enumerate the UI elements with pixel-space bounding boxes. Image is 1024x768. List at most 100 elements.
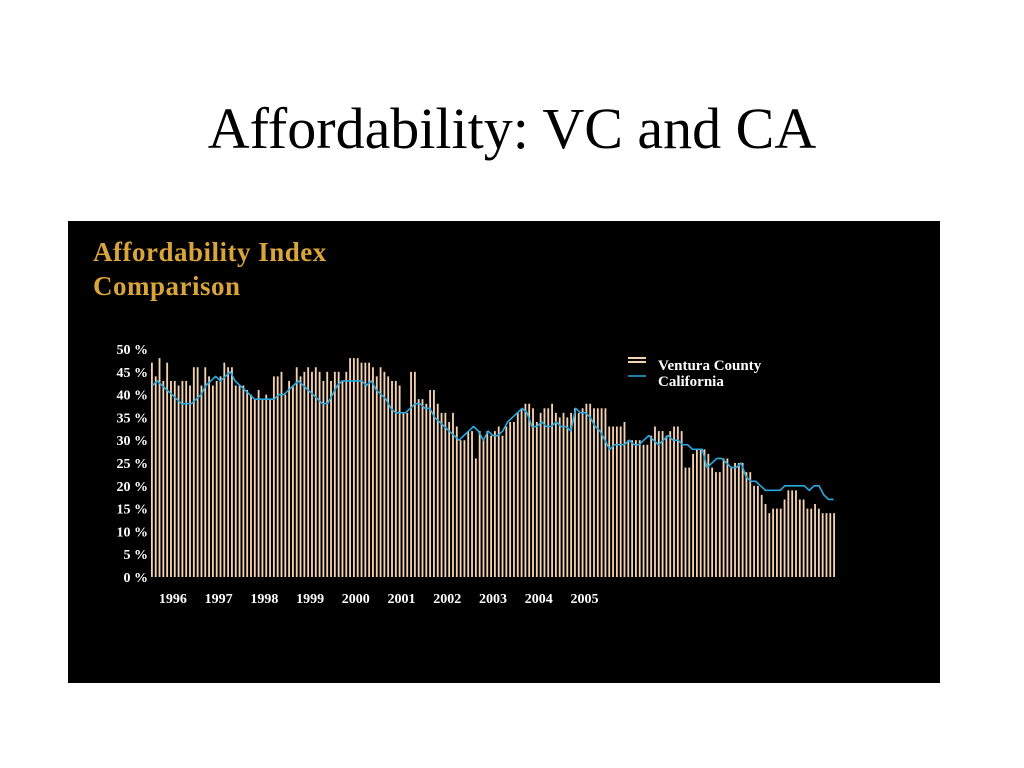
ventura-county-bar bbox=[581, 408, 584, 577]
ventura-county-bar bbox=[608, 426, 611, 577]
chart-title: Affordability Index Comparison bbox=[93, 235, 327, 303]
ventura-county-bar bbox=[718, 472, 721, 577]
ventura-county-bar bbox=[322, 380, 325, 577]
ventura-county-bar bbox=[337, 371, 340, 577]
ventura-county-bar bbox=[528, 403, 531, 577]
ventura-county-bar bbox=[619, 426, 622, 577]
ventura-county-bar bbox=[768, 513, 771, 577]
ventura-county-bar bbox=[558, 417, 561, 577]
ventura-county-bar bbox=[394, 380, 397, 577]
ventura-county-bar bbox=[554, 412, 557, 577]
ventura-county-bar bbox=[444, 412, 447, 577]
x-tick-label: 2005 bbox=[570, 592, 598, 607]
ventura-county-bar bbox=[185, 380, 188, 577]
ventura-county-bar bbox=[177, 385, 180, 577]
ventura-county-bar bbox=[295, 367, 298, 577]
ventura-county-bar bbox=[318, 371, 321, 577]
ventura-county-bar bbox=[253, 399, 256, 577]
ventura-county-bar bbox=[162, 380, 165, 577]
ventura-county-bar bbox=[695, 449, 698, 577]
ventura-county-bar bbox=[547, 408, 550, 577]
ventura-county-bar bbox=[566, 417, 569, 577]
ventura-county-bar bbox=[387, 376, 390, 577]
ventura-county-bar bbox=[715, 472, 717, 577]
ventura-county-bar bbox=[638, 440, 641, 577]
ventura-county-bar bbox=[745, 472, 748, 577]
ventura-county-bar bbox=[154, 376, 157, 577]
ventura-county-bar bbox=[211, 385, 214, 577]
ventura-county-bar bbox=[421, 399, 424, 577]
ventura-county-bar bbox=[311, 371, 313, 577]
ventura-county-bar bbox=[463, 440, 466, 577]
ventura-county-bar bbox=[170, 380, 172, 577]
ventura-county-bar bbox=[661, 431, 664, 577]
ventura-county-bar bbox=[452, 412, 454, 577]
ventura-county-bar bbox=[577, 412, 580, 577]
ventura-county-bar bbox=[699, 449, 702, 577]
chart-title-line-1: Affordability Index bbox=[93, 237, 327, 267]
ventura-county-bar bbox=[330, 380, 332, 577]
x-tick-label: 1997 bbox=[205, 592, 233, 607]
ventura-county-bar bbox=[665, 435, 668, 577]
ventura-county-bar bbox=[173, 380, 176, 577]
ventura-county-bar bbox=[532, 408, 534, 577]
ventura-county-bar bbox=[711, 467, 714, 577]
ventura-county-bar bbox=[524, 403, 527, 577]
ventura-county-bar bbox=[219, 376, 222, 577]
ventura-county-bar bbox=[570, 412, 573, 577]
ventura-county-bar bbox=[612, 426, 614, 577]
ventura-county-bar bbox=[509, 421, 512, 577]
ventura-county-bar bbox=[265, 394, 268, 577]
ventura-county-bar bbox=[417, 399, 420, 577]
ventura-county-bar bbox=[795, 490, 797, 577]
ventura-county-bar bbox=[307, 367, 310, 577]
ventura-county-bar bbox=[200, 385, 203, 577]
ventura-county-bar bbox=[676, 426, 679, 577]
ventura-county-bar bbox=[680, 431, 683, 577]
ventura-county-bar bbox=[352, 358, 355, 577]
ventura-county-bar bbox=[349, 358, 351, 577]
ventura-county-bar bbox=[817, 508, 820, 577]
y-tick-label: 10 % bbox=[117, 525, 149, 540]
ventura-county-bar bbox=[772, 508, 775, 577]
ventura-county-bar bbox=[703, 449, 706, 577]
ventura-county-bar bbox=[756, 485, 759, 577]
ventura-county-bar bbox=[425, 403, 428, 577]
ventura-county-bar bbox=[833, 513, 836, 577]
x-tick-label: 1998 bbox=[250, 592, 278, 607]
ventura-county-bar bbox=[505, 426, 508, 577]
ventura-county-bar bbox=[737, 463, 740, 577]
ventura-county-bar bbox=[798, 499, 801, 577]
ventura-county-bar bbox=[810, 508, 813, 577]
ventura-county-bar bbox=[585, 403, 588, 577]
y-tick-label: 20 % bbox=[117, 480, 149, 495]
legend-ventura-swatch bbox=[628, 357, 646, 359]
y-tick-label: 45 % bbox=[117, 366, 149, 381]
ventura-county-bar bbox=[406, 412, 409, 577]
ventura-county-bar bbox=[486, 431, 489, 577]
ventura-county-bar bbox=[429, 390, 432, 577]
ventura-county-bar bbox=[600, 408, 603, 577]
x-axis-ticks: 1996 1997 1998 1999 2000 2001 2002 2003 2004 2005 bbox=[159, 592, 599, 607]
ventura-county-bar bbox=[455, 426, 458, 577]
ventura-county-bar bbox=[192, 367, 195, 577]
ventura-county-bar bbox=[791, 490, 794, 577]
ventura-county-bar bbox=[478, 431, 481, 577]
ventura-county-bar bbox=[779, 508, 782, 577]
ventura-county-bar bbox=[208, 376, 210, 577]
ventura-county-bar bbox=[413, 371, 416, 577]
y-tick-label: 50 % bbox=[117, 343, 149, 358]
ventura-county-bar bbox=[341, 380, 344, 577]
ventura-county-bar bbox=[482, 440, 485, 577]
ventura-county-bar bbox=[402, 412, 405, 577]
ventura-county-bar bbox=[246, 390, 249, 577]
ventura-county-bar bbox=[692, 453, 694, 577]
ventura-county-bar bbox=[189, 385, 191, 577]
ventura-county-bar bbox=[673, 426, 675, 577]
ventura-county-bar bbox=[593, 408, 595, 577]
ventura-county-bar bbox=[158, 358, 161, 577]
ventura-county-bar bbox=[574, 408, 576, 577]
ventura-county-bar bbox=[627, 440, 630, 577]
ventura-county-bar bbox=[760, 494, 763, 577]
legend-california-label: California bbox=[658, 374, 724, 390]
